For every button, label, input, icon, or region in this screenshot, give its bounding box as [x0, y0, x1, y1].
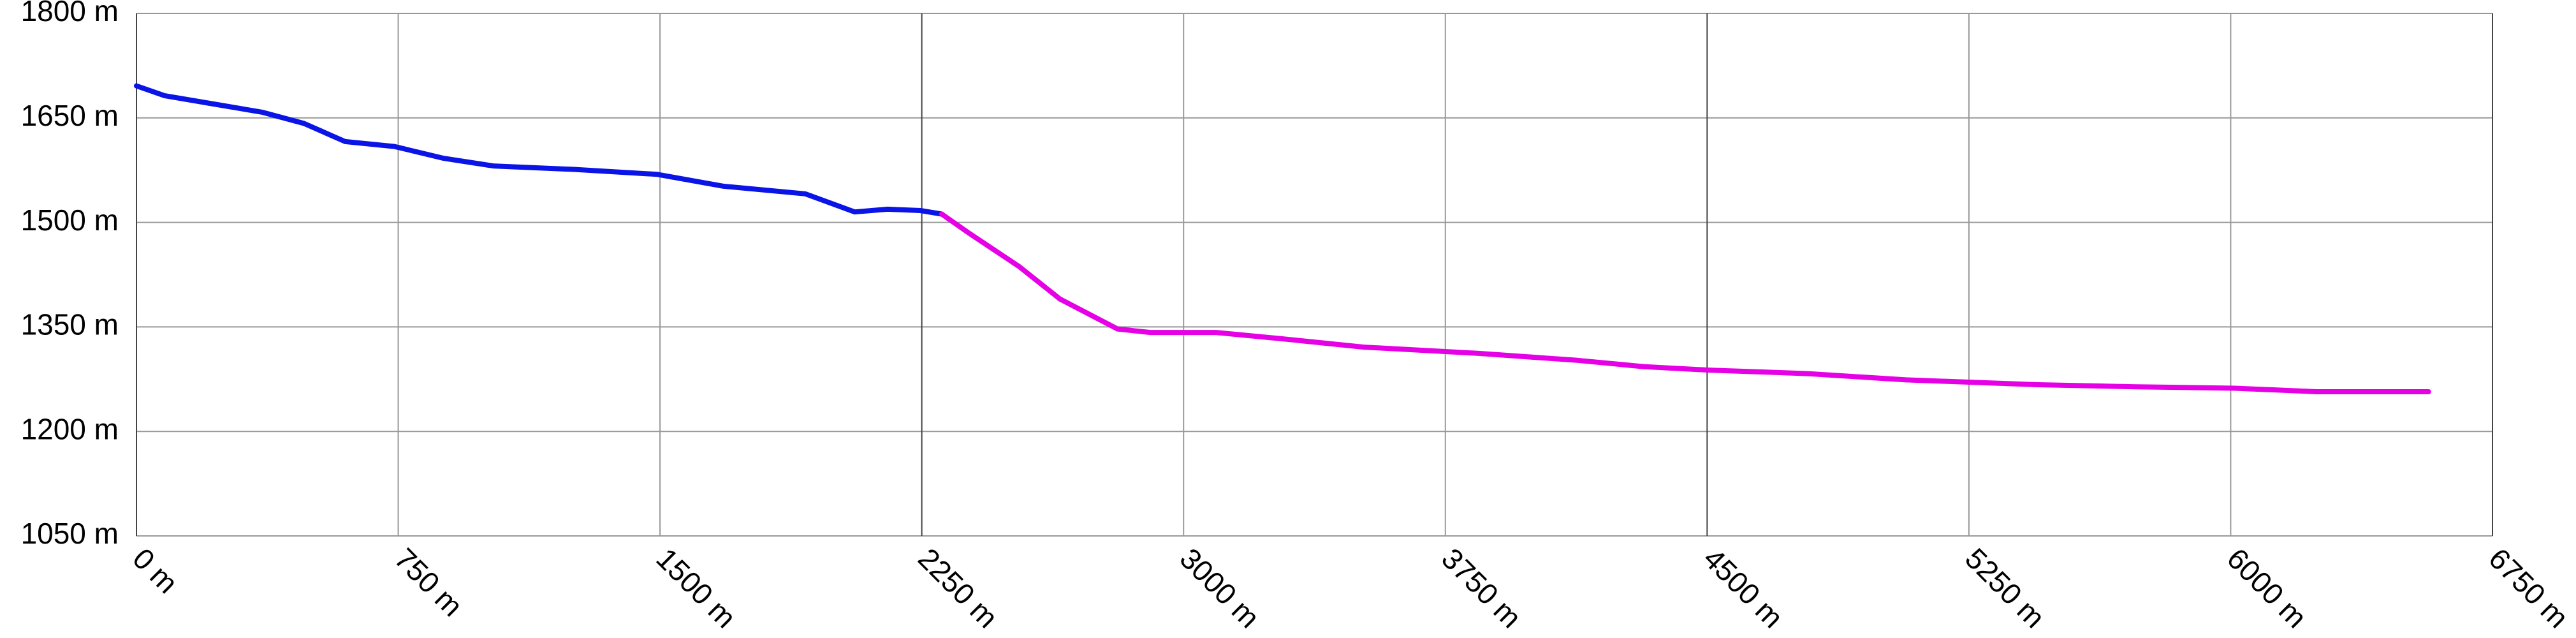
elevation-line: [939, 211, 2431, 394]
elevation-line: [134, 83, 944, 217]
y-tick-label: 1350 m: [21, 308, 119, 341]
y-tick-label: 1500 m: [21, 204, 119, 237]
x-tick-label: 3000 m: [1174, 542, 1266, 634]
x-tick-label: 2250 m: [912, 542, 1004, 634]
y-tick-label: 1050 m: [21, 517, 119, 550]
y-tick-label: 1200 m: [21, 412, 119, 445]
x-tick-label: 6000 m: [2221, 542, 2313, 634]
x-tick-label: 1500 m: [650, 542, 742, 634]
x-tick-label: 4500 m: [1697, 542, 1790, 634]
x-tick-label: 6750 m: [2482, 542, 2575, 634]
x-tick-label: 750 m: [388, 542, 469, 623]
x-tick-label: 0 m: [126, 542, 184, 600]
x-tick-label: 5250 m: [1959, 542, 2051, 634]
x-tick-label: 3750 m: [1435, 542, 1528, 634]
y-tick-label: 1650 m: [21, 99, 119, 132]
y-tick-label: 1800 m: [21, 0, 119, 27]
